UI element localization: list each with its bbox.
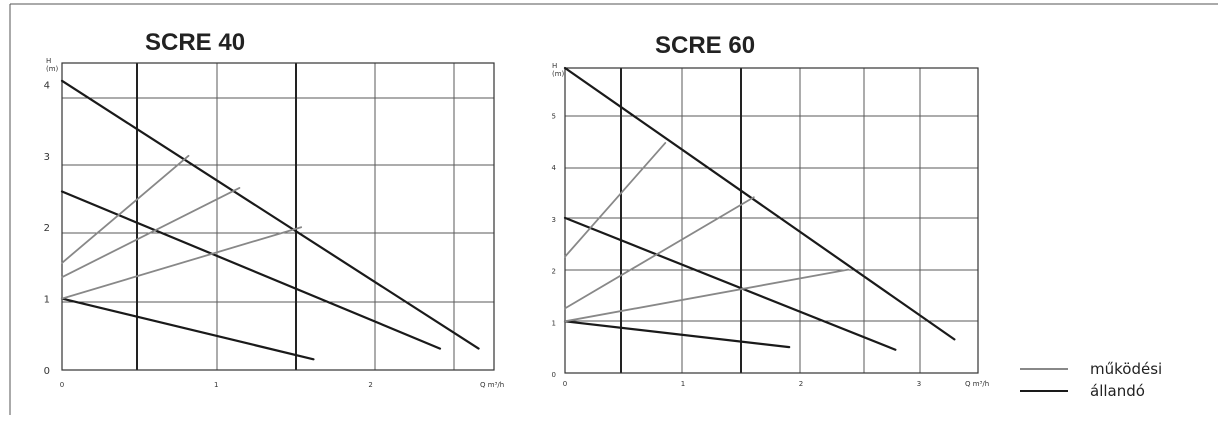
x-tick-label: 2 bbox=[799, 380, 803, 388]
y-axis-label: (m) bbox=[46, 65, 59, 73]
x-tick-label: 0 bbox=[60, 381, 64, 389]
series-line-allando bbox=[563, 216, 897, 351]
series-line-mukodesi bbox=[564, 196, 755, 310]
series-line-mukodesi bbox=[61, 226, 303, 300]
chart-title: SCRE 60 bbox=[655, 32, 755, 59]
x-tick-label: 0 bbox=[563, 380, 567, 388]
x-tick-label: 2 bbox=[368, 381, 372, 389]
series-line-mukodesi bbox=[564, 142, 667, 258]
series-line-allando bbox=[563, 320, 791, 349]
chart-title: SCRE 40 bbox=[145, 29, 245, 56]
x-tick-label: 1 bbox=[214, 381, 218, 389]
y-axis-label: H bbox=[46, 57, 51, 65]
plot-area-border bbox=[61, 62, 495, 371]
y-tick-label: 3 bbox=[44, 152, 50, 163]
series-line-allando bbox=[60, 297, 315, 361]
series-line-mukodesi bbox=[564, 268, 850, 323]
y-tick-label: 0 bbox=[44, 366, 50, 377]
series-line-allando bbox=[60, 79, 480, 350]
plot-area-border bbox=[564, 67, 979, 374]
chart-1: SCRE 40 H(m) 0 1 2 3 4 0 1 2 Q m³/h bbox=[44, 29, 505, 389]
chart-2: SCRE 60 H(m) 0 1 2 3 4 5 0 1 2 3 Q m³/h bbox=[552, 32, 990, 388]
series-line-allando bbox=[563, 66, 956, 341]
series-line-allando bbox=[60, 190, 442, 350]
y-tick-label: 2 bbox=[552, 268, 556, 276]
legend-label: működési bbox=[1090, 360, 1162, 378]
legend-label: állandó bbox=[1090, 382, 1145, 400]
x-axis-label: Q m³/h bbox=[965, 380, 989, 388]
y-tick-label: 5 bbox=[552, 113, 556, 121]
y-tick-label: 1 bbox=[552, 319, 556, 327]
y-tick-label: 1 bbox=[44, 295, 50, 306]
y-tick-label: 2 bbox=[44, 223, 50, 234]
x-tick-label: 3 bbox=[917, 380, 921, 388]
y-tick-label: 3 bbox=[552, 216, 556, 224]
x-tick-label: 1 bbox=[681, 380, 685, 388]
series-line-mukodesi bbox=[61, 187, 241, 279]
y-axis-label: (m) bbox=[552, 70, 565, 78]
legend: működési állandó bbox=[1020, 360, 1162, 400]
y-tick-label: 4 bbox=[552, 164, 557, 172]
y-tick-label: 0 bbox=[552, 371, 556, 379]
series-line-mukodesi bbox=[61, 154, 190, 264]
x-axis-label: Q m³/h bbox=[480, 381, 504, 389]
y-tick-label: 4 bbox=[44, 80, 50, 91]
y-axis-label: H bbox=[552, 62, 557, 70]
